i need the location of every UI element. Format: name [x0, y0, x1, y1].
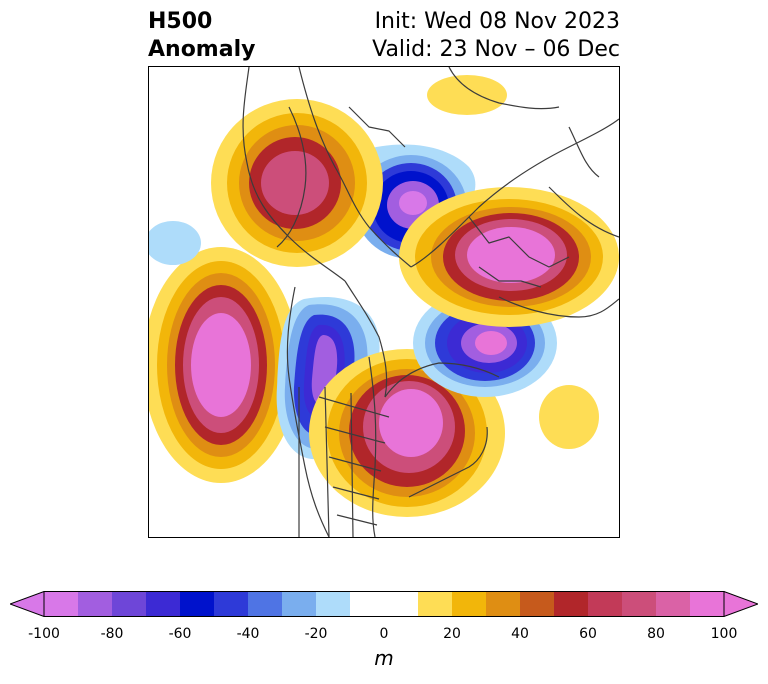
colorbar-tick-label: 40 — [511, 626, 529, 642]
colorbar-tick-label: 80 — [647, 626, 665, 642]
colorbar-cell — [452, 591, 487, 617]
coastlines — [242, 67, 619, 537]
colorbar-tick-label: -80 — [100, 626, 124, 642]
colorbar-cell — [78, 591, 113, 617]
valid-range: Valid: 23 Nov – 06 Dec — [372, 37, 620, 62]
init-date: Init: Wed 08 Nov 2023 — [374, 9, 620, 34]
colorbar-cell — [656, 591, 691, 617]
colorbar-cell — [690, 591, 725, 617]
colorbar-cell — [248, 591, 283, 617]
colorbar-cell — [282, 591, 317, 617]
colorbar-tick-label: -40 — [236, 626, 260, 642]
title-left: H500 Anomaly — [148, 8, 255, 64]
colorbar-cell — [622, 591, 657, 617]
colorbar-under-triangle — [10, 591, 45, 617]
colorbar-cell — [486, 591, 521, 617]
colorbar-cell — [112, 591, 147, 617]
colorbar-cell — [146, 591, 181, 617]
colorbar-cell — [350, 591, 385, 617]
title-right: Init: Wed 08 Nov 2023 Valid: 23 Nov – 06… — [372, 8, 620, 64]
colorbar-cell — [180, 591, 215, 617]
colorbar-tick-label: 0 — [379, 626, 389, 642]
colorbar-tick-label: 60 — [579, 626, 597, 642]
anomaly-fill — [149, 75, 619, 517]
colorbar-cell — [384, 591, 419, 617]
colorbar — [10, 591, 758, 617]
anomaly-map — [148, 66, 620, 538]
colorbar-tick-label: -20 — [304, 626, 328, 642]
colorbar-cell — [520, 591, 555, 617]
title-field: H500 — [148, 9, 213, 34]
title-field-type: Anomaly — [148, 37, 256, 62]
colorbar-tick-label: -60 — [168, 626, 192, 642]
colorbar-cell — [316, 591, 351, 617]
colorbar-tick-label: 100 — [710, 626, 738, 642]
colorbar-unit-label: m — [374, 646, 394, 670]
colorbar-cell — [554, 591, 589, 617]
colorbar-cells — [44, 591, 725, 617]
colorbar-tick-label: -100 — [28, 626, 60, 642]
colorbar-over-triangle — [723, 591, 758, 617]
colorbar-cell — [44, 591, 79, 617]
colorbar-cell — [418, 591, 453, 617]
colorbar-cell — [588, 591, 623, 617]
colorbar-cell — [214, 591, 249, 617]
map-svg — [149, 67, 619, 537]
colorbar-tick-label: 20 — [443, 626, 461, 642]
